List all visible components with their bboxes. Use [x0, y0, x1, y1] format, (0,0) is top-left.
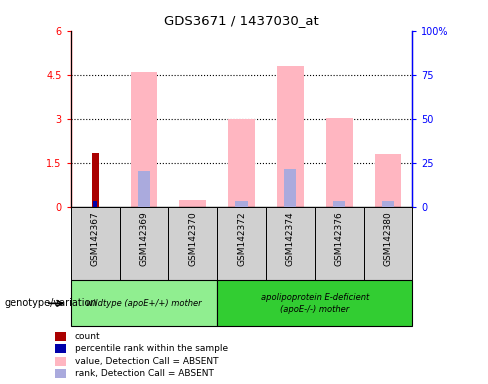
- Text: apolipoprotein E-deficient
(apoE-/-) mother: apolipoprotein E-deficient (apoE-/-) mot…: [261, 293, 369, 314]
- Bar: [55, 369, 66, 378]
- Text: percentile rank within the sample: percentile rank within the sample: [75, 344, 228, 353]
- Title: GDS3671 / 1437030_at: GDS3671 / 1437030_at: [164, 14, 319, 27]
- Bar: [364, 207, 412, 280]
- Bar: [235, 202, 247, 207]
- Text: GSM142376: GSM142376: [335, 211, 344, 266]
- Bar: [120, 207, 168, 280]
- Bar: [375, 154, 401, 207]
- Text: GSM142374: GSM142374: [286, 211, 295, 266]
- Bar: [93, 201, 97, 207]
- Text: value, Detection Call = ABSENT: value, Detection Call = ABSENT: [75, 357, 218, 366]
- Bar: [228, 119, 255, 207]
- Text: genotype/variation: genotype/variation: [5, 298, 98, 308]
- Text: count: count: [75, 332, 100, 341]
- Bar: [71, 280, 217, 326]
- Bar: [55, 357, 66, 366]
- Bar: [180, 200, 206, 207]
- Bar: [71, 207, 120, 280]
- Text: GSM142370: GSM142370: [188, 211, 197, 266]
- Text: GSM142367: GSM142367: [91, 211, 100, 266]
- Bar: [168, 207, 217, 280]
- Bar: [284, 169, 297, 207]
- Bar: [382, 202, 394, 207]
- Bar: [277, 66, 304, 207]
- Bar: [92, 153, 99, 207]
- Bar: [217, 207, 266, 280]
- Bar: [326, 118, 352, 207]
- Bar: [55, 332, 66, 341]
- Text: rank, Detection Call = ABSENT: rank, Detection Call = ABSENT: [75, 369, 213, 378]
- Bar: [333, 202, 345, 207]
- Bar: [131, 72, 157, 207]
- Bar: [217, 280, 412, 326]
- Bar: [55, 344, 66, 353]
- Text: wildtype (apoE+/+) mother: wildtype (apoE+/+) mother: [86, 299, 202, 308]
- Bar: [266, 207, 315, 280]
- Text: GSM142372: GSM142372: [237, 211, 246, 266]
- Text: GSM142380: GSM142380: [384, 211, 392, 266]
- Bar: [138, 170, 150, 207]
- Bar: [315, 207, 364, 280]
- Text: GSM142369: GSM142369: [140, 211, 148, 266]
